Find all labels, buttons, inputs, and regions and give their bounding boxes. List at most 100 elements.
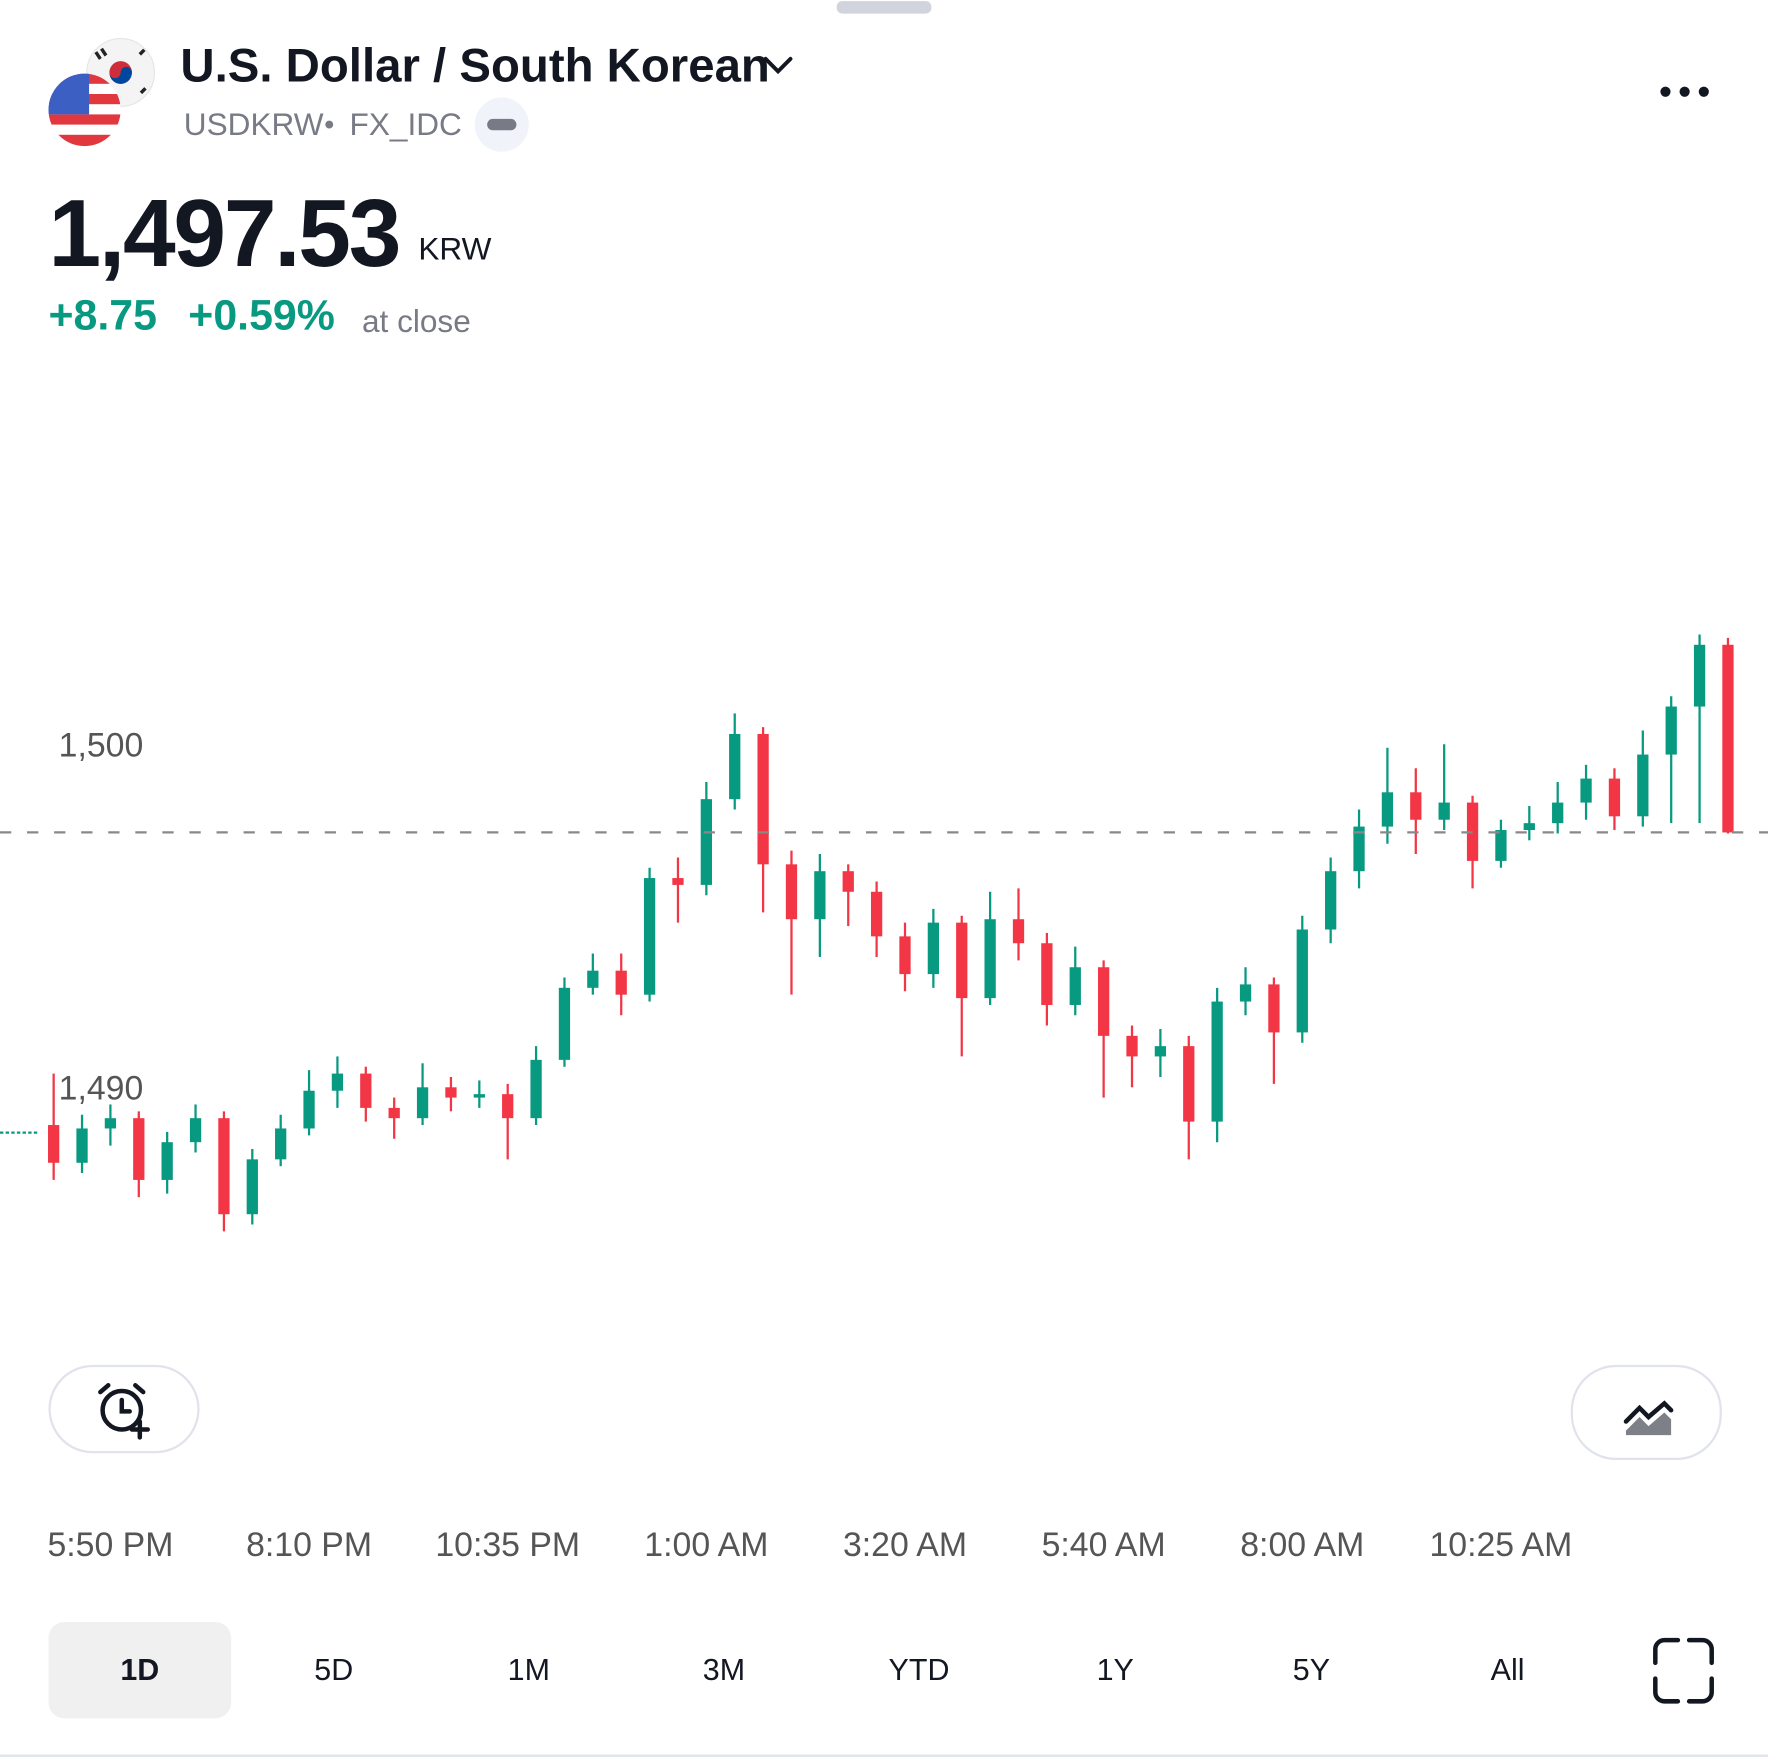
candle-body	[1012, 919, 1025, 944]
exchange: FX_IDC	[349, 106, 462, 142]
range-tab[interactable]: 1M	[507, 1652, 550, 1687]
candle-body	[1211, 1001, 1223, 1122]
candle-body	[757, 733, 769, 865]
candle-body	[1154, 1046, 1167, 1057]
candle-body	[984, 919, 996, 999]
symbol-dropdown[interactable]	[763, 56, 793, 75]
candle-body	[814, 871, 826, 920]
candle-body	[189, 1118, 202, 1143]
market-status: at close	[361, 303, 471, 339]
more-menu[interactable]	[1660, 86, 1709, 97]
candle-body	[785, 864, 798, 920]
x-tick-label: 8:00 AM	[1240, 1526, 1364, 1564]
alert-icon	[98, 1383, 150, 1440]
candle-body	[729, 733, 741, 800]
x-tick-label: 10:35 PM	[435, 1526, 580, 1564]
candle-body	[1495, 830, 1507, 861]
candle-body	[48, 1125, 60, 1163]
candle-body	[388, 1107, 400, 1119]
candle-body	[1580, 778, 1592, 803]
candle-body	[331, 1073, 344, 1091]
range-tab[interactable]: 1D	[48, 1622, 232, 1719]
candle-body	[1353, 826, 1365, 872]
candle-body	[1637, 754, 1649, 817]
candle-body	[1693, 644, 1706, 707]
candle-body	[1325, 871, 1337, 930]
indicators-icon	[1623, 1400, 1674, 1436]
price: 1,497.53	[48, 180, 401, 287]
price-change: +8.75	[48, 292, 157, 340]
x-tick-label: 1:00 AM	[644, 1526, 768, 1564]
candle-body	[842, 871, 854, 892]
candle-body	[558, 987, 571, 1060]
candle-body	[1041, 943, 1053, 1005]
indicators-button[interactable]	[1570, 1364, 1722, 1461]
x-tick-label: 5:40 AM	[1042, 1526, 1166, 1564]
candle-body	[1069, 967, 1081, 1005]
candle-body	[615, 970, 627, 995]
candle-body	[530, 1059, 542, 1119]
range-tab[interactable]: YTD	[888, 1652, 950, 1687]
alert-button[interactable]	[48, 1364, 200, 1454]
currency: KRW	[418, 231, 492, 267]
candle-body	[1381, 792, 1394, 827]
candle-body	[899, 936, 911, 975]
candle-body	[1608, 778, 1621, 817]
fullscreen-button[interactable]	[1653, 1637, 1714, 1704]
candle-body	[956, 922, 968, 999]
candle-body	[587, 970, 599, 988]
candle-body	[218, 1118, 230, 1215]
candle-body	[104, 1118, 117, 1129]
x-tick-label: 3:20 AM	[843, 1526, 967, 1564]
x-tick-label: 5:50 PM	[47, 1526, 173, 1564]
range-tab[interactable]: 5D	[314, 1652, 354, 1687]
price-change-percent: +0.59%	[188, 292, 335, 340]
candle-body	[246, 1159, 258, 1215]
candle-body	[672, 878, 684, 885]
candle-body	[1438, 802, 1450, 820]
candle-body	[1126, 1035, 1138, 1057]
separator-dot	[325, 120, 334, 129]
x-tick-label: 8:10 PM	[246, 1526, 372, 1564]
candle-body	[360, 1073, 372, 1108]
symbol-title[interactable]: U.S. Dollar / South Korean	[180, 38, 770, 92]
candle-body	[1268, 984, 1280, 1033]
range-tab[interactable]: 5Y	[1292, 1652, 1331, 1687]
candle-body	[1239, 984, 1252, 1002]
candle-body	[275, 1128, 287, 1160]
candle-body	[161, 1142, 173, 1180]
candle-body	[1552, 802, 1564, 824]
range-tab[interactable]: 3M	[702, 1652, 746, 1687]
drag-handle[interactable]	[836, 1, 932, 14]
candle-body	[643, 878, 656, 995]
candle-body	[502, 1094, 514, 1119]
status-badge	[474, 97, 529, 152]
range-tab[interactable]: All	[1490, 1652, 1525, 1687]
ticker: USDKRW	[183, 106, 324, 142]
candle-body	[473, 1094, 485, 1098]
candle-body	[870, 891, 883, 937]
x-tick-label: 10:25 AM	[1429, 1526, 1572, 1564]
candle-body	[1665, 706, 1677, 755]
candle-body	[1722, 644, 1734, 833]
candle-body	[1410, 792, 1422, 820]
candle-body	[700, 799, 712, 885]
candle-body	[1296, 929, 1308, 1033]
flag-icons	[48, 37, 156, 147]
candle-body	[1098, 967, 1110, 1036]
candle-body	[133, 1118, 145, 1180]
candle-body	[303, 1090, 315, 1129]
y-tick-label: 1,500	[59, 727, 144, 765]
y-tick-label: 1,490	[59, 1070, 144, 1108]
candle-body	[445, 1087, 457, 1098]
candle-body	[1523, 823, 1535, 831]
candle-body	[1183, 1046, 1195, 1122]
range-tab[interactable]: 1Y	[1096, 1652, 1134, 1687]
candle-body	[927, 922, 940, 975]
candle-body	[416, 1087, 429, 1119]
candle-body	[76, 1128, 88, 1163]
